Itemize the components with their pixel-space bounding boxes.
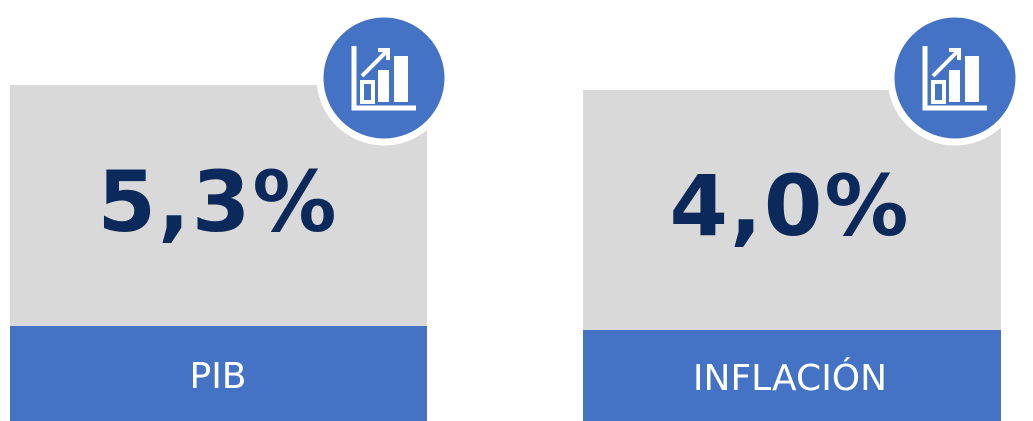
kpi-label: INFLACIÓN: [693, 357, 887, 399]
kpi-value: 4,0%: [670, 157, 911, 255]
chart-icon: [891, 14, 1019, 142]
card-band: [10, 326, 427, 421]
card-band: [583, 330, 1001, 421]
kpi-value: 5,3%: [98, 153, 339, 251]
kpi-label: PIB: [189, 356, 246, 397]
card: 4,0% INFLACIÓN: [583, 14, 1019, 421]
chart-icon: [320, 14, 448, 142]
card: 5,3% PIB: [10, 14, 448, 421]
